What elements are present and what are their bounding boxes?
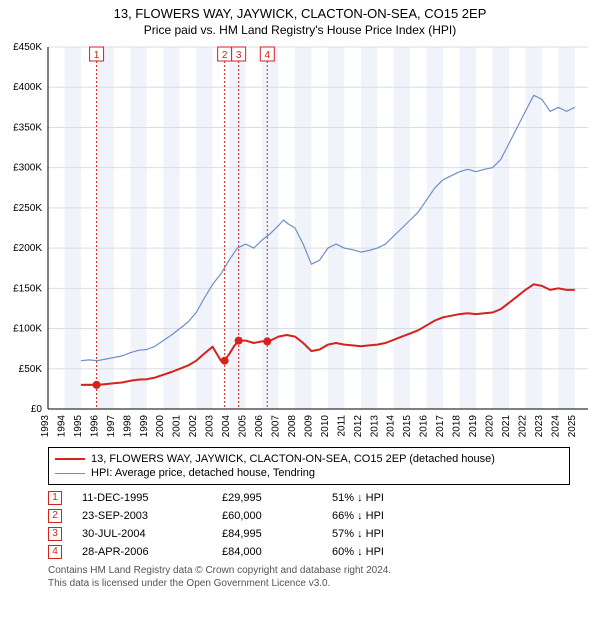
- svg-text:1997: 1997: [106, 415, 117, 438]
- svg-text:2004: 2004: [221, 415, 232, 438]
- svg-text:2008: 2008: [287, 415, 298, 438]
- legend-label: 13, FLOWERS WAY, JAYWICK, CLACTON-ON-SEA…: [91, 453, 495, 465]
- sales-row: 2 23-SEP-2003£60,00066% ↓ HPI: [48, 507, 570, 525]
- svg-text:2000: 2000: [155, 415, 166, 438]
- svg-text:2021: 2021: [501, 415, 512, 438]
- svg-text:2017: 2017: [435, 415, 446, 438]
- sale-date: 23-SEP-2003: [82, 510, 222, 522]
- page-subtitle: Price paid vs. HM Land Registry's House …: [0, 21, 600, 41]
- svg-text:£350K: £350K: [13, 122, 42, 133]
- svg-text:2010: 2010: [320, 415, 331, 438]
- svg-text:2014: 2014: [386, 415, 397, 438]
- sale-date: 30-JUL-2004: [82, 528, 222, 540]
- svg-text:1998: 1998: [122, 415, 133, 438]
- sale-pct-vs-hpi: 66% ↓ HPI: [332, 510, 482, 522]
- legend-swatch: [55, 458, 85, 460]
- sale-date: 28-APR-2006: [82, 546, 222, 558]
- sale-pct-vs-hpi: 60% ↓ HPI: [332, 546, 482, 558]
- svg-text:4: 4: [265, 50, 271, 61]
- svg-text:1996: 1996: [89, 415, 100, 438]
- sale-price: £84,000: [222, 546, 332, 558]
- sale-price: £29,995: [222, 492, 332, 504]
- sale-price: £60,000: [222, 510, 332, 522]
- sale-pct-vs-hpi: 51% ↓ HPI: [332, 492, 482, 504]
- sale-price: £84,995: [222, 528, 332, 540]
- svg-text:£100K: £100K: [13, 324, 42, 335]
- sale-date: 11-DEC-1995: [82, 492, 222, 504]
- svg-text:1: 1: [94, 50, 100, 61]
- sale-marker-box: 3: [48, 527, 62, 541]
- svg-text:£300K: £300K: [13, 163, 42, 174]
- svg-text:2009: 2009: [303, 415, 314, 438]
- svg-text:2024: 2024: [550, 415, 561, 438]
- svg-text:2003: 2003: [205, 415, 216, 438]
- price-chart: £0 £50K £100K £150K £200K £250K £300K £350K £400…: [0, 41, 600, 441]
- sales-row: 3 30-JUL-2004£84,99557% ↓ HPI: [48, 525, 570, 543]
- svg-text:2018: 2018: [452, 415, 463, 438]
- svg-text:2016: 2016: [419, 415, 430, 438]
- svg-text:1995: 1995: [73, 415, 84, 438]
- legend-label: HPI: Average price, detached house, Tend…: [91, 467, 315, 479]
- sales-table: 1 11-DEC-1995£29,99551% ↓ HPI 2 23-SEP-2003…: [48, 489, 570, 561]
- sale-marker-box: 2: [48, 509, 62, 523]
- sale-marker-box: 1: [48, 491, 62, 505]
- page-title: 13, FLOWERS WAY, JAYWICK, CLACTON-ON-SEA…: [0, 0, 600, 21]
- svg-text:2025: 2025: [567, 415, 578, 438]
- sale-pct-vs-hpi: 57% ↓ HPI: [332, 528, 482, 540]
- svg-text:2019: 2019: [468, 415, 479, 438]
- footer-line-1: Contains HM Land Registry data © Crown c…: [48, 565, 570, 578]
- svg-text:2002: 2002: [188, 415, 199, 438]
- footer-line-2: This data is licensed under the Open Gov…: [48, 578, 570, 591]
- legend-row: HPI: Average price, detached house, Tend…: [55, 466, 563, 480]
- svg-text:2020: 2020: [485, 415, 496, 438]
- svg-text:2012: 2012: [353, 415, 364, 438]
- svg-text:2011: 2011: [336, 415, 347, 437]
- svg-text:2001: 2001: [172, 415, 183, 438]
- footer-attribution: Contains HM Land Registry data © Crown c…: [48, 565, 570, 590]
- svg-text:2023: 2023: [534, 415, 545, 438]
- svg-text:2005: 2005: [238, 415, 249, 438]
- svg-text:1993: 1993: [40, 415, 51, 438]
- legend-box: 13, FLOWERS WAY, JAYWICK, CLACTON-ON-SEA…: [48, 447, 570, 485]
- svg-text:2015: 2015: [402, 415, 413, 438]
- sale-marker-box: 4: [48, 545, 62, 559]
- svg-text:£0: £0: [31, 404, 43, 415]
- sales-row: 1 11-DEC-1995£29,99551% ↓ HPI: [48, 489, 570, 507]
- svg-text:1994: 1994: [56, 415, 67, 438]
- svg-text:2013: 2013: [369, 415, 380, 438]
- svg-text:£450K: £450K: [13, 42, 42, 53]
- legend-row: 13, FLOWERS WAY, JAYWICK, CLACTON-ON-SEA…: [55, 452, 563, 466]
- svg-text:3: 3: [236, 50, 242, 61]
- svg-text:2006: 2006: [254, 415, 265, 438]
- svg-text:£150K: £150K: [13, 283, 42, 294]
- svg-text:£50K: £50K: [19, 364, 43, 375]
- svg-text:1999: 1999: [139, 415, 150, 438]
- svg-text:£400K: £400K: [13, 82, 42, 93]
- svg-text:2007: 2007: [270, 415, 281, 438]
- sales-row: 4 28-APR-2006£84,00060% ↓ HPI: [48, 543, 570, 561]
- svg-text:2022: 2022: [517, 415, 528, 438]
- legend-swatch: [55, 473, 85, 474]
- svg-text:2: 2: [222, 50, 228, 61]
- svg-text:£250K: £250K: [13, 203, 42, 214]
- svg-text:£200K: £200K: [13, 243, 42, 254]
